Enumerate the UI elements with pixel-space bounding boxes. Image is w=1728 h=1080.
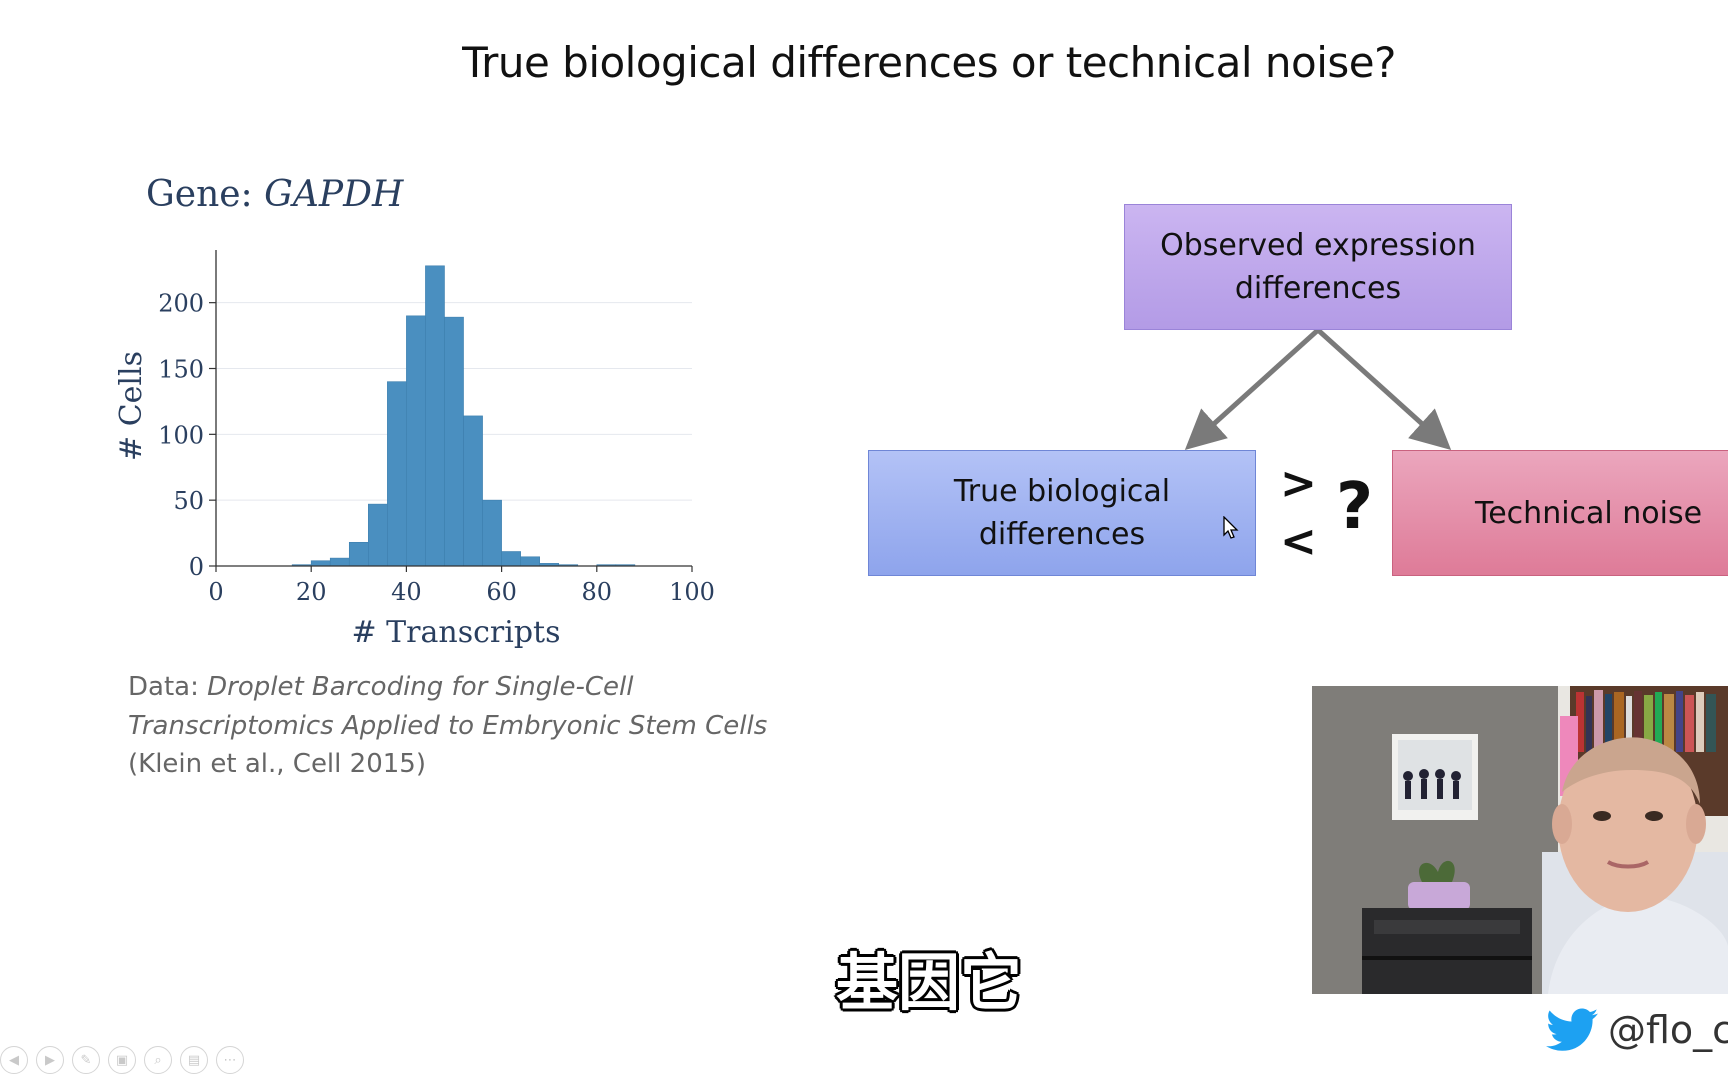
question-mark-symbol: ? (1336, 470, 1374, 544)
previous-icon[interactable]: ◀ (0, 1046, 28, 1074)
citation-prefix: Data: (128, 672, 208, 702)
webcam-video (1312, 686, 1728, 994)
webcam-scene (1312, 686, 1728, 994)
biological-differences-box: True biological differences (868, 450, 1256, 576)
mouse-cursor-icon (1223, 516, 1239, 539)
histogram-chart: 0 50 100 150 200 0 20 40 60 80 100 # Transcripts #… (114, 250, 715, 650)
chart-title: Gene: GAPDH (146, 174, 403, 215)
subtitles-icon[interactable]: ▤ (180, 1046, 208, 1074)
x-axis-label: # Transcripts (351, 615, 560, 650)
more-options-icon[interactable]: ⋯ (216, 1046, 244, 1074)
y-tick-label: 0 (189, 553, 204, 581)
observed-line2: differences (1234, 271, 1402, 306)
chart-ticks: 0 50 100 150 200 0 20 40 60 80 100 (158, 290, 715, 606)
y-axis-label: # Cells (114, 351, 149, 461)
x-tick-label: 80 (582, 578, 613, 606)
x-tick-label: 0 (208, 578, 223, 606)
twitter-bird-icon (1546, 1008, 1598, 1051)
gene-label: Gene: (146, 174, 253, 215)
biological-line1: True biological (953, 474, 1171, 509)
y-tick-label: 200 (158, 290, 204, 318)
pen-icon[interactable]: ✎ (72, 1046, 100, 1074)
less-than-symbol: < (1280, 516, 1317, 567)
technical-noise-box: Technical noise (1392, 450, 1728, 576)
citation-title-line1: Droplet Barcoding for Single-Cell (207, 672, 634, 702)
observed-differences-box: Observed expression differences (1124, 204, 1512, 330)
presentation-toolbar: ◀ ▶ ✎ ▣ ⌕ ▤ ⋯ (0, 1046, 244, 1074)
play-icon[interactable]: ▶ (36, 1046, 64, 1074)
y-tick-label: 50 (173, 487, 204, 515)
video-subtitle: 基因它 (835, 946, 1022, 1019)
citation-reference: (Klein et al., Cell 2015) (128, 749, 426, 779)
biological-line2: differences (978, 517, 1146, 552)
slide-title: True biological differences or technical… (462, 38, 1396, 87)
y-tick-label: 150 (158, 356, 204, 384)
arrow-to-biological (1184, 328, 1320, 451)
x-tick-label: 20 (296, 578, 327, 606)
slides-icon[interactable]: ▣ (108, 1046, 136, 1074)
y-tick-label: 100 (158, 421, 204, 449)
twitter-handle-banner: @flo_c (1546, 1008, 1728, 1052)
data-citation: Data: Droplet Barcoding for Single-Cell … (128, 668, 808, 784)
x-tick-label: 60 (486, 578, 517, 606)
zoom-icon[interactable]: ⌕ (144, 1046, 172, 1074)
twitter-handle-text: @flo_c (1608, 1008, 1728, 1052)
gene-name: GAPDH (264, 174, 404, 215)
arrow-to-noise (1316, 328, 1452, 451)
greater-than-symbol: > (1280, 458, 1317, 509)
citation-title-line2: Transcriptomics Applied to Embryonic Ste… (128, 710, 768, 741)
observed-line1: Observed expression (1160, 228, 1476, 263)
x-tick-label: 100 (669, 578, 715, 606)
technical-noise-label: Technical noise (1475, 495, 1703, 531)
x-tick-label: 40 (391, 578, 422, 606)
